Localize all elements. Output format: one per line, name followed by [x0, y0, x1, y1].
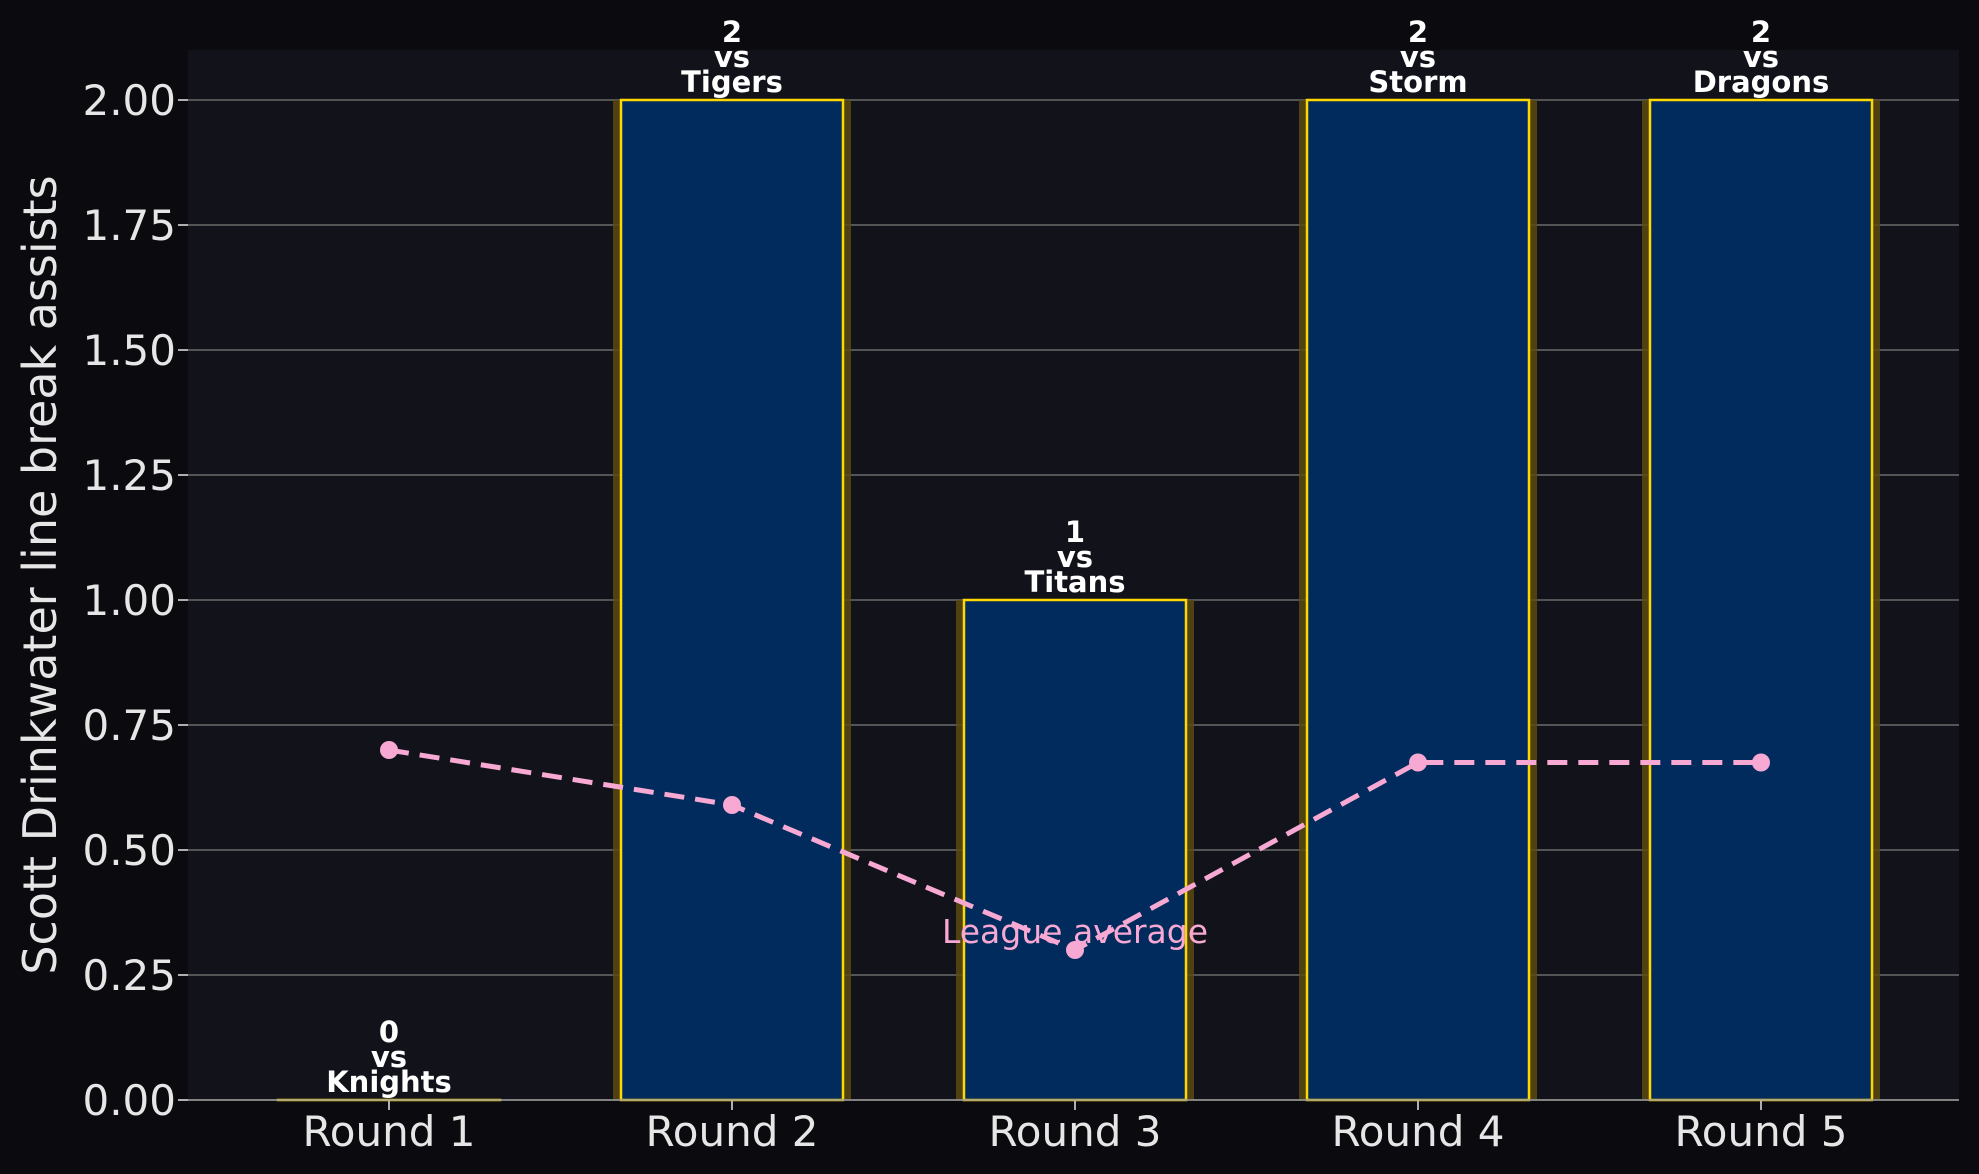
y-axis-title: Scott Drinkwater line break assists [13, 175, 67, 974]
bar-vs-label: vs [1400, 40, 1436, 74]
bar-labels: Knightsvs0Tigersvs2Titansvs1Stormvs2Drag… [326, 15, 1829, 1099]
bar-opponent-label: Knights [326, 1065, 452, 1099]
y-tick-label: 0.00 [82, 1076, 176, 1125]
bar-opponent-label: Dragons [1693, 65, 1830, 99]
bar-opponent-label: Tigers [681, 65, 783, 99]
y-tick-label: 1.75 [82, 201, 176, 250]
x-tick-label: Round 5 [1675, 1107, 1848, 1156]
bar-opponent-label: Titans [1024, 565, 1125, 599]
bar-value-label: 2 [722, 15, 742, 49]
league-average-point [1752, 753, 1770, 772]
bars [276, 98, 1880, 1102]
league-average-point [723, 796, 741, 814]
bar-value-label: 1 [1065, 515, 1085, 549]
y-tick-label: 1.00 [82, 576, 176, 625]
league-average-point [1409, 753, 1427, 772]
bar-vs-label: vs [714, 40, 750, 74]
y-tick-label: 1.25 [82, 451, 176, 500]
x-tick-label: Round 1 [303, 1107, 476, 1156]
bar [619, 98, 845, 1102]
x-tick-label: Round 3 [989, 1107, 1162, 1156]
bar-vs-label: vs [1057, 540, 1093, 574]
bar-value-label: 2 [1751, 15, 1771, 49]
bar-value-label: 0 [379, 1015, 399, 1049]
y-axis: 0.00 0.25 0.50 0.75 1.00 1.25 1.50 1.75 2.00 [82, 76, 188, 1125]
y-tick-label: 0.25 [82, 951, 176, 1000]
y-tick-label: 0.50 [82, 826, 176, 875]
league-average-series: League average [380, 741, 1770, 959]
bar [1648, 98, 1874, 1102]
league-average-point [380, 741, 398, 759]
x-tick-label: Round 4 [1332, 1107, 1505, 1156]
x-tick-label: Round 2 [646, 1107, 819, 1156]
bar [962, 598, 1188, 1102]
x-axis: Round 1 Round 2 Round 3 Round 4 Round 5 [188, 1099, 1959, 1156]
league-average-label: League average [942, 912, 1208, 951]
bar-opponent-label: Storm [1368, 65, 1467, 99]
bar-vs-label: vs [1743, 40, 1779, 74]
y-tick-label: 1.50 [82, 326, 176, 375]
y-tick-label: 0.75 [82, 701, 176, 750]
league-average-point [1066, 941, 1084, 959]
bar-vs-label: vs [371, 1040, 407, 1074]
bar [1305, 98, 1531, 1102]
y-tick-label: 2.00 [82, 76, 176, 125]
bar-value-label: 2 [1408, 15, 1428, 49]
